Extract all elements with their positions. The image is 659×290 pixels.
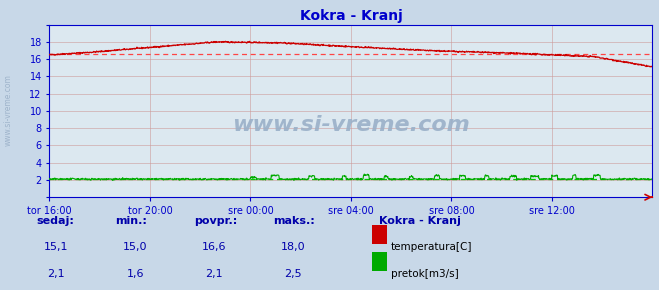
Text: 2,1: 2,1 — [47, 269, 65, 279]
Text: 15,1: 15,1 — [43, 242, 69, 252]
Text: 2,5: 2,5 — [285, 269, 302, 279]
Text: 15,0: 15,0 — [123, 242, 148, 252]
Text: www.si-vreme.com: www.si-vreme.com — [3, 74, 13, 146]
Text: 2,1: 2,1 — [206, 269, 223, 279]
Text: pretok[m3/s]: pretok[m3/s] — [391, 269, 459, 279]
Text: sedaj:: sedaj: — [36, 216, 74, 226]
Text: povpr.:: povpr.: — [194, 216, 238, 226]
Text: 1,6: 1,6 — [127, 269, 144, 279]
Text: 18,0: 18,0 — [281, 242, 306, 252]
Text: Kokra - Kranj: Kokra - Kranj — [379, 216, 461, 226]
Text: min.:: min.: — [115, 216, 147, 226]
Title: Kokra - Kranj: Kokra - Kranj — [300, 10, 402, 23]
Text: www.si-vreme.com: www.si-vreme.com — [232, 115, 470, 135]
Text: temperatura[C]: temperatura[C] — [391, 242, 473, 252]
Text: maks.:: maks.: — [273, 216, 315, 226]
Text: 16,6: 16,6 — [202, 242, 227, 252]
